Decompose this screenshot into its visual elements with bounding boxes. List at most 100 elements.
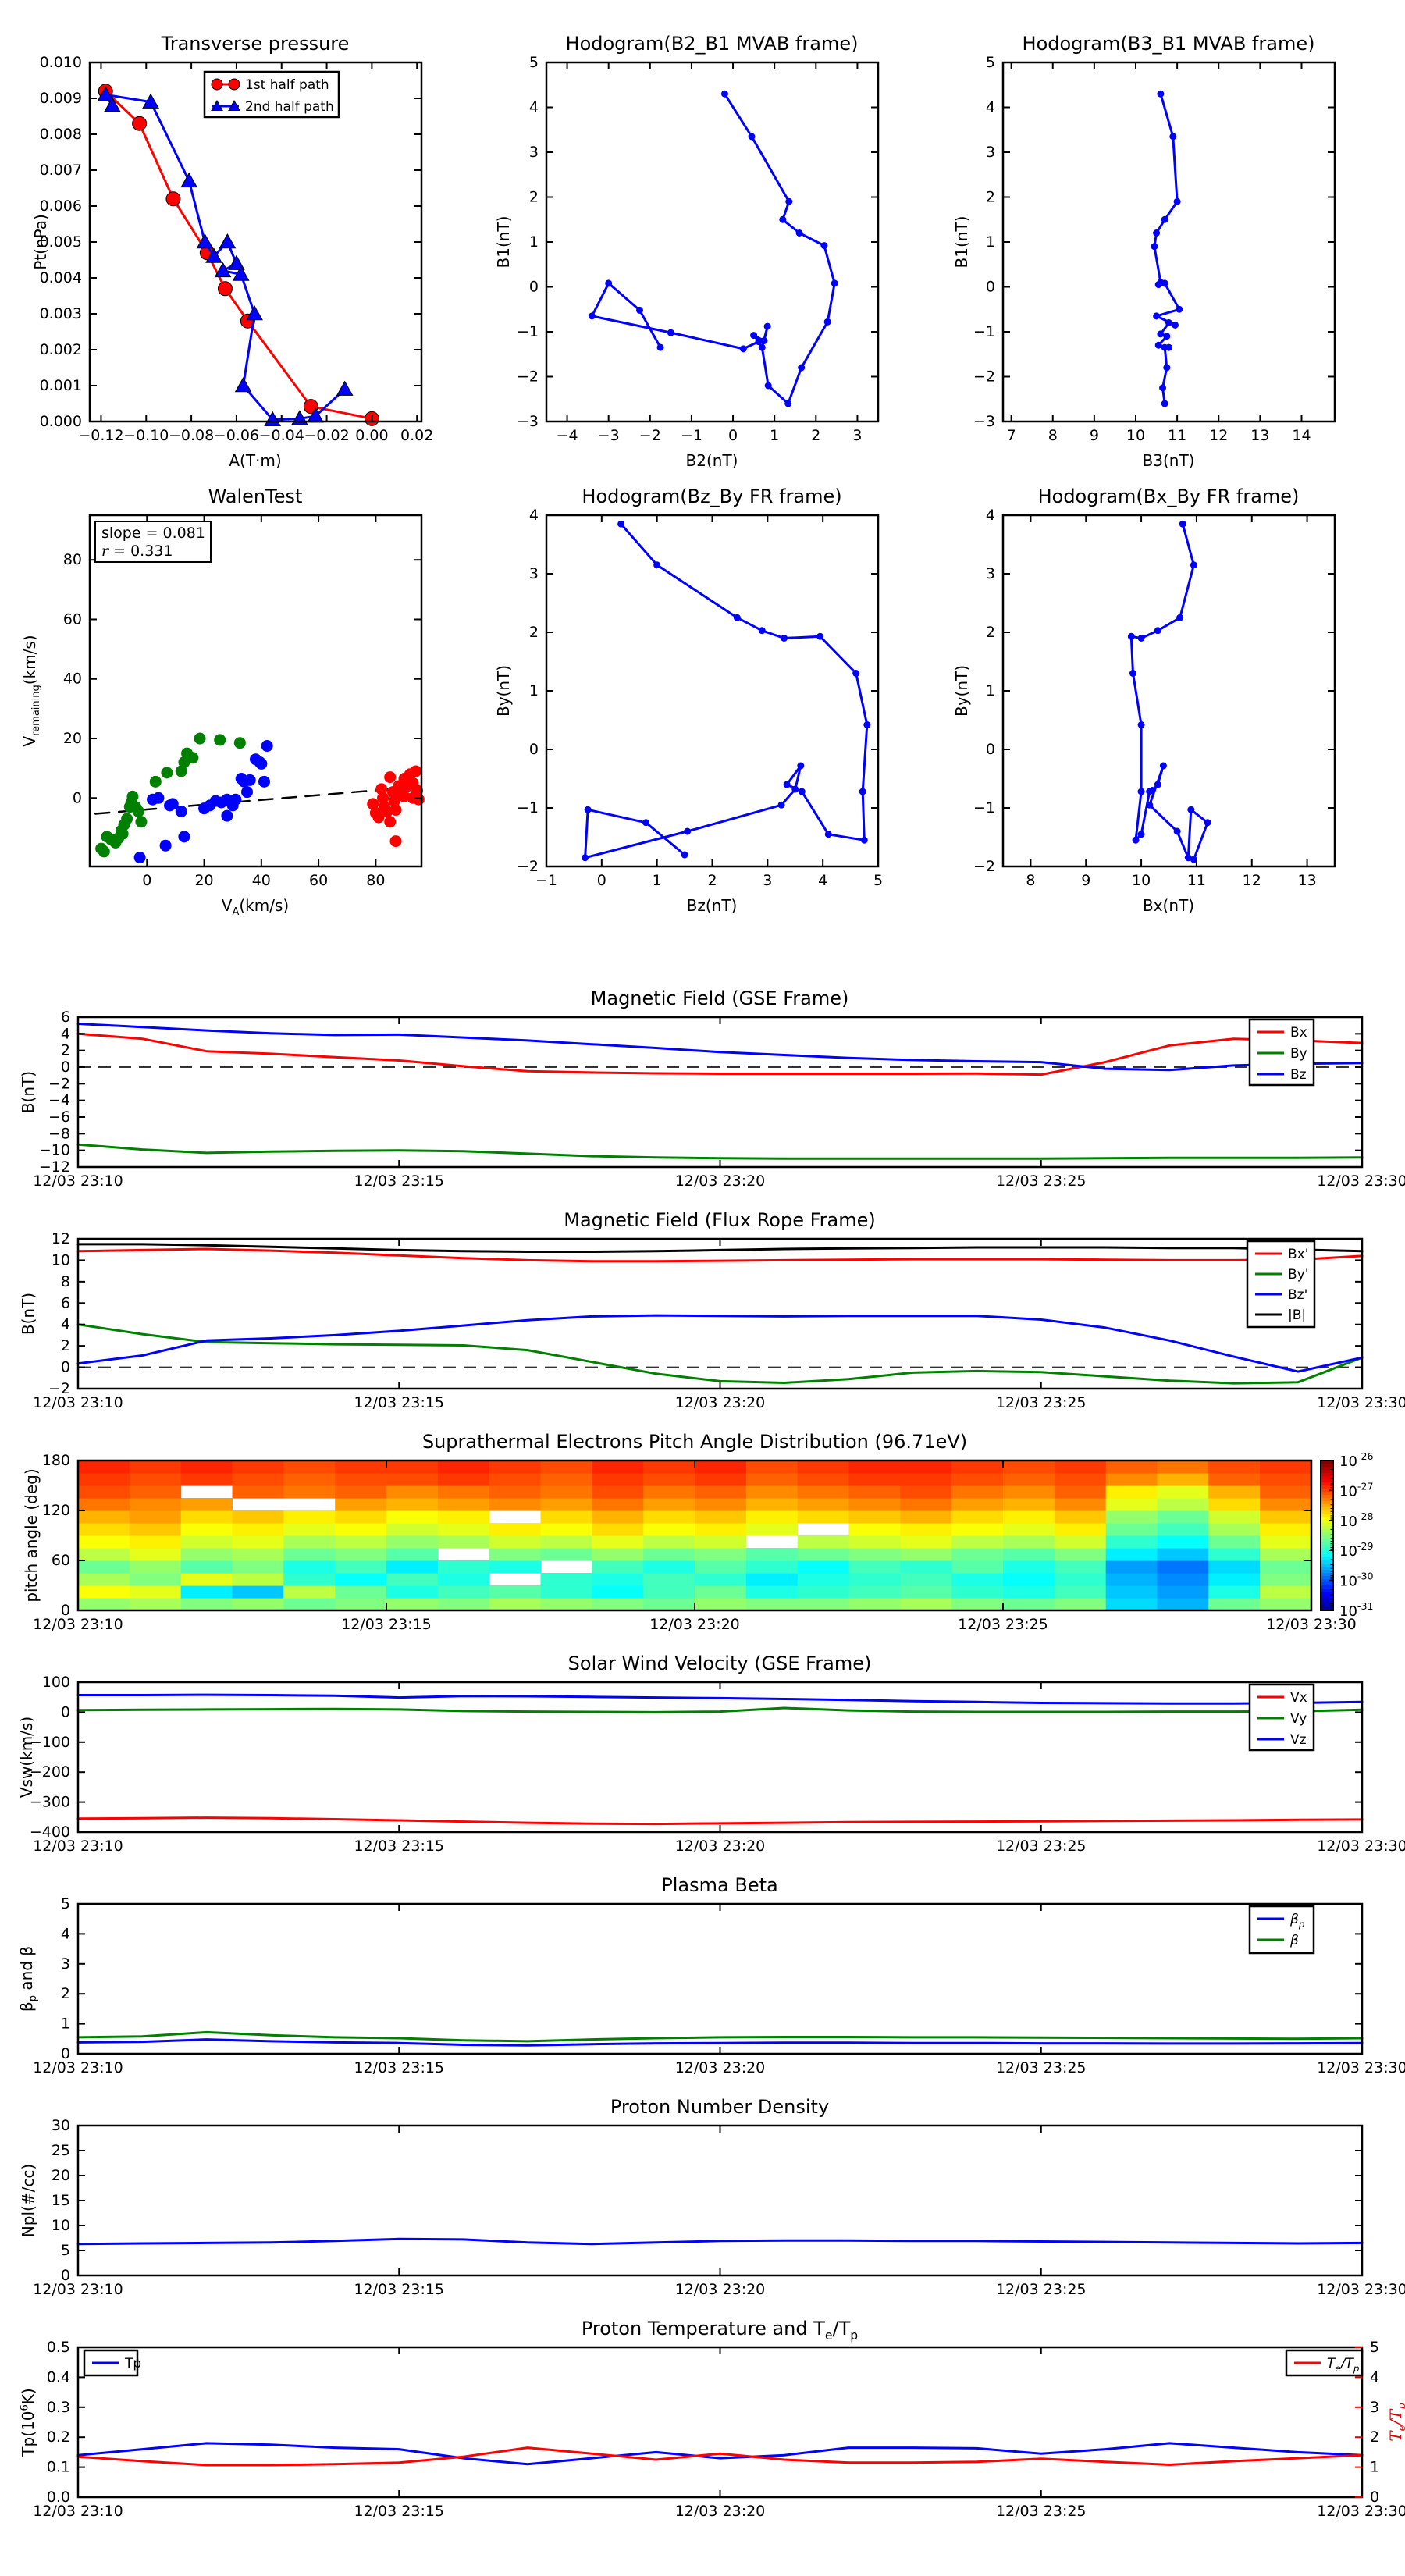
x-tick-label: 0.02 xyxy=(400,427,433,444)
dot-marker xyxy=(1176,614,1184,621)
dot-marker xyxy=(720,90,728,98)
y-tick-label: 5 xyxy=(529,54,539,71)
x-tick-label: 12/03 23:30 xyxy=(1266,1616,1357,1633)
y-tick-label: 2 xyxy=(61,1337,70,1354)
right-y-tick-label: 1 xyxy=(1370,2459,1379,2476)
x-tick-label: 12/03 23:10 xyxy=(33,1616,123,1633)
x-tick-label: 12/03 23:30 xyxy=(1317,1172,1405,1190)
y-tick-label: −4 xyxy=(48,1092,70,1109)
dot-marker xyxy=(784,400,792,407)
legend-label: Vx xyxy=(1290,1690,1307,1706)
dot-marker xyxy=(863,721,871,728)
dot-marker xyxy=(763,322,771,330)
series-Bz' xyxy=(76,1314,1364,1373)
y-tick-label: 25 xyxy=(52,2142,70,2159)
y-tick-label: 4 xyxy=(986,507,995,524)
x-tick-label: 7 xyxy=(1007,427,1016,444)
dot-marker xyxy=(798,788,806,795)
y-tick-label: 3 xyxy=(986,144,995,161)
triangle-marker xyxy=(246,304,263,321)
dot-marker xyxy=(758,627,766,635)
title-walen-test: WalenTest xyxy=(208,486,303,507)
y-tick-label: 0.003 xyxy=(40,305,82,322)
y-tick-label: 180 xyxy=(42,1452,70,1469)
x-tick-label: −4 xyxy=(557,427,578,444)
y-tick-label: −10 xyxy=(39,1142,70,1159)
x-tick-label: 12/03 23:20 xyxy=(675,1394,766,1411)
x-tick-label: 12/03 23:30 xyxy=(1317,2503,1405,2520)
circle-marker xyxy=(132,116,148,131)
y-tick-label: −400 xyxy=(30,1823,70,1841)
dot-marker xyxy=(1154,341,1162,349)
axes-frame xyxy=(545,61,880,423)
legend-label: Bz' xyxy=(1288,1287,1307,1303)
y-tick-label: 2 xyxy=(61,1985,70,2002)
colorbar-tick-label: 10-28 xyxy=(1339,1510,1373,1530)
circle-marker xyxy=(165,191,181,207)
dot-marker xyxy=(588,312,596,320)
y-tick-label: 60 xyxy=(52,1552,70,1569)
dot-marker xyxy=(820,242,828,250)
xlabel-bz: Bz(nT) xyxy=(686,896,738,915)
legend-label: β xyxy=(1289,1933,1299,1948)
colorbar-tick-label: 10-30 xyxy=(1339,1571,1373,1590)
dot-marker xyxy=(1137,635,1145,642)
dot-marker xyxy=(1154,627,1161,635)
dot-marker xyxy=(410,765,422,777)
dot-marker xyxy=(653,561,661,569)
dot-marker xyxy=(823,318,831,326)
triangle-marker xyxy=(232,265,250,281)
legend-label: Vz xyxy=(1290,1732,1307,1748)
triangle-marker xyxy=(180,172,198,188)
dot-marker xyxy=(1161,215,1168,223)
triangle-marker xyxy=(228,254,245,270)
x-tick-label: 12/03 23:20 xyxy=(675,2503,766,2520)
dot-marker xyxy=(1159,762,1167,770)
right-y-tick-label: 3 xyxy=(1370,2399,1379,2416)
x-tick-label: −0.10 xyxy=(123,427,169,444)
dot-marker xyxy=(175,805,187,817)
dot-marker xyxy=(758,343,766,351)
y-tick-label: 12 xyxy=(52,1230,70,1247)
x-tick-label: 12/03 23:30 xyxy=(1317,1394,1405,1411)
y-tick-label: −2 xyxy=(973,368,995,386)
dot-marker xyxy=(656,343,664,351)
ylabel-mag-gse: B(nT) xyxy=(19,1070,37,1114)
dot-marker xyxy=(779,215,787,223)
x-tick-label: 1 xyxy=(770,427,779,444)
triangle-marker xyxy=(142,93,159,109)
x-tick-label: 12/03 23:15 xyxy=(341,1616,432,1633)
triangle-marker xyxy=(97,86,115,101)
y-tick-label: 10 xyxy=(52,2217,70,2234)
y-tick-label: 0.004 xyxy=(40,269,82,286)
y-tick-label: 2 xyxy=(986,189,995,206)
y-tick-label: 60 xyxy=(63,610,82,628)
series-Vy xyxy=(76,1706,1364,1713)
series-fit line xyxy=(94,785,420,815)
x-tick-label: 0 xyxy=(142,872,151,889)
title-hodogram-b2b1: Hodogram(B2_B1 MVAB frame) xyxy=(565,33,859,55)
y-tick-label: 0 xyxy=(61,1359,70,1376)
x-tick-label: 11 xyxy=(1168,427,1186,444)
dot-marker xyxy=(166,798,179,810)
dot-marker xyxy=(617,520,625,528)
series-Bz xyxy=(76,1023,1364,1072)
dot-marker xyxy=(1190,856,1197,863)
y-tick-label: −2 xyxy=(48,1380,70,1397)
dot-marker xyxy=(667,329,674,336)
x-tick-label: 60 xyxy=(309,872,328,889)
x-tick-label: 12/03 23:10 xyxy=(33,2281,123,2298)
axes-frame xyxy=(76,2346,1364,2499)
right-y-tick-label: 0 xyxy=(1370,2489,1379,2506)
dot-marker xyxy=(389,804,402,817)
dot-marker xyxy=(135,816,148,828)
y-tick-label: 0 xyxy=(73,789,82,806)
panel-np: 12/03 23:10 12/03 23:15 12/03 23:20 12/03 2… xyxy=(33,2117,1405,2298)
dot-marker xyxy=(750,332,758,340)
series-1st half path xyxy=(104,90,373,420)
dot-marker xyxy=(1148,787,1156,794)
dot-marker xyxy=(229,793,242,806)
series-Bx_By path xyxy=(1129,522,1209,861)
series-2nd half path xyxy=(104,93,347,422)
